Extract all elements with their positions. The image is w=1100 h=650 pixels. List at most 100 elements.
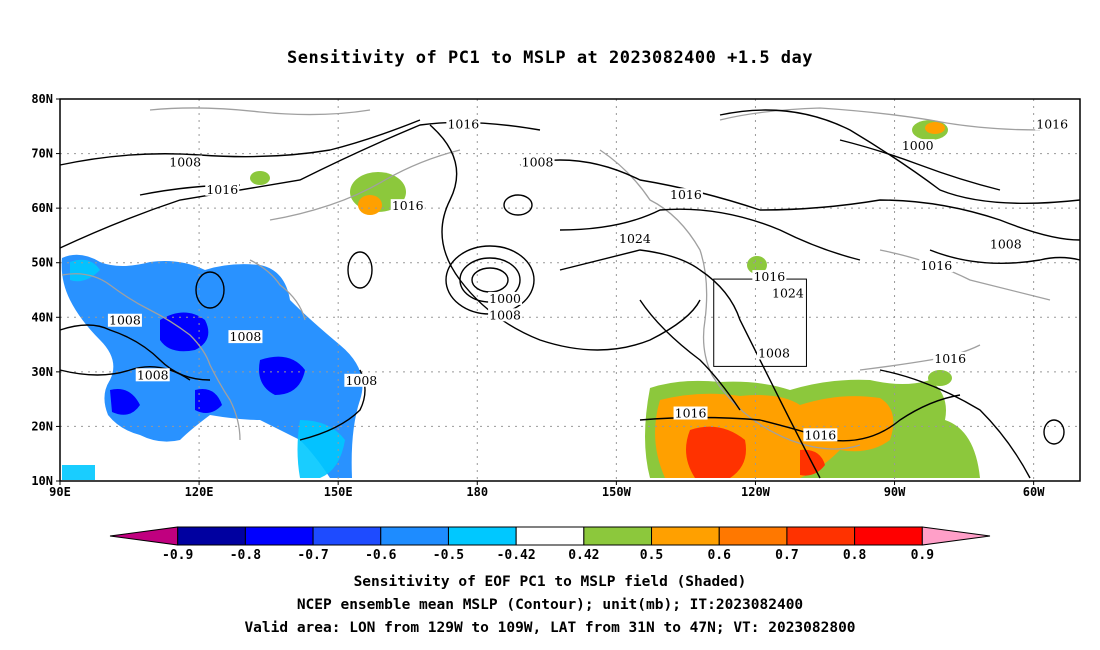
colorbar-label: 0.7 [775,548,798,563]
lon-tick-label: 90E [49,485,71,499]
contour-label-bg [135,368,170,382]
negative-sensitivity-fringe [62,259,345,480]
contour-label: 1008 [137,367,169,382]
colorbar-bin [718,526,788,546]
colorbar-bin [583,526,653,546]
colorbar-label: -0.9 [162,548,193,563]
contour-label: 1016 [392,198,424,213]
contour-label-bg [228,330,263,344]
contour-label: 1008 [758,345,790,360]
colorbar-label: 0.5 [640,548,663,563]
map-border [59,98,1081,482]
contour-label: 1008 [169,154,201,169]
positive-patch [925,122,945,134]
colorbar-label: -0.6 [365,548,396,563]
contour-label-bg [205,182,240,196]
contour-label-bg [446,117,481,131]
latitude-axis: 80N 70N 60N 50N 40N 30N 20N 10N [31,92,60,488]
contour-label: 1008 [345,373,377,388]
positive-sensitivity-red [686,426,825,478]
colorbar-label: -0.42 [497,548,536,563]
colorbar-bin [244,526,314,546]
colorbar-bin [380,526,449,546]
contour-label: 1024 [619,231,651,246]
contour-label-bg [390,199,425,213]
colorbar-bin [312,526,382,546]
colorbar-label: 0.9 [911,548,934,563]
contour-label: 1008 [109,313,141,328]
contour-label: 1008 [522,154,554,169]
contour-label: 1000 [489,291,521,306]
lon-tick-label: 60W [1023,485,1045,499]
contour-label: 1016 [447,116,479,131]
contour-label: 1016 [206,182,238,197]
caption-valid-area: Valid area: LON from 129W to 109W, LAT f… [244,620,856,636]
positive-patch [358,195,382,215]
contour-label-bg [107,313,142,327]
contour-label: 1000 [902,138,934,153]
map-frame-group: 1016100810161008101610161024100010161008… [31,92,1081,499]
colorbar-low-end [109,526,179,546]
contour-label-bg [757,346,791,360]
lat-tick-label: 30N [31,365,53,379]
lat-tick-label: 10N [31,474,53,488]
caption-shaded-description: Sensitivity of EOF PC1 to MSLP field (Sh… [353,574,747,590]
contour-label-bg [988,237,1023,251]
colorbar-label: -0.8 [230,548,261,563]
contour-labels: 1016100810161008101610161024100010161008… [107,116,1070,442]
lat-tick-label: 70N [31,147,53,161]
positive-patch [747,256,767,274]
contour-label: 1016 [934,351,966,366]
colorbar-bin [515,526,585,546]
contour-label-bg [770,286,805,300]
colorbar-label: -0.7 [297,548,328,563]
lon-tick-label: 120W [741,485,771,499]
lat-tick-label: 40N [31,310,53,324]
contour-label-bg [803,428,838,442]
positive-patch [250,171,270,185]
contour-label: 1016 [753,269,785,284]
contour-label-bg [344,373,379,387]
colorbar-bin [786,526,856,546]
contour-label-bg [1035,117,1070,131]
contour-label-bg [752,270,787,284]
lon-tick-label: 150W [602,485,632,499]
colorbar-bin [651,526,720,546]
lon-tick-label: 120E [185,485,214,499]
lon-tick-label: 180 [466,485,488,499]
contour-label-bg [488,308,523,322]
contour-label-bg [673,406,708,420]
contour-label: 1016 [675,406,707,421]
colorbar-high-end [921,526,991,546]
colorbar: -0.9 -0.8 -0.7 -0.6 -0.5 -0.42 0.42 0.5 0.6 0.7 0.… [109,526,991,563]
colorbar-label: 0.6 [707,548,731,563]
contour-label-bg [168,155,203,169]
contour-label-bg [617,231,652,245]
caption-contour-description: NCEP ensemble mean MSLP (Contour); unit(… [296,597,804,613]
lat-tick-label: 60N [31,201,53,215]
contour-label: 1016 [920,258,952,273]
contour-label-bg [520,155,555,169]
contour-label: 1008 [489,307,521,322]
colorbar-label: -0.5 [433,548,464,563]
lat-tick-label: 80N [31,92,53,106]
contour-label: 1016 [804,427,836,442]
lon-tick-label: 150E [324,485,353,499]
colorbar-label: 0.8 [843,548,867,563]
contour-label: 1024 [772,285,804,300]
positive-patch [928,370,952,386]
colorbar-bin [177,526,246,546]
negative-sensitivity-area [61,254,363,478]
contour-label-bg [919,259,954,273]
lat-tick-label: 50N [31,256,53,270]
negative-sensitivity-core [110,312,305,415]
contour-label: 1016 [1036,116,1068,131]
longitude-axis: 90E 120E 150E 180 150W 120W 90W 60W [49,481,1045,499]
contour-label: 1016 [670,187,702,202]
map-title: Sensitivity of PC1 to MSLP at 2023082400… [286,48,813,68]
contour-label-bg [488,291,523,305]
contour-label-bg [900,139,935,153]
lon-tick-label: 90W [884,485,906,499]
contour-label-bg [933,351,968,365]
